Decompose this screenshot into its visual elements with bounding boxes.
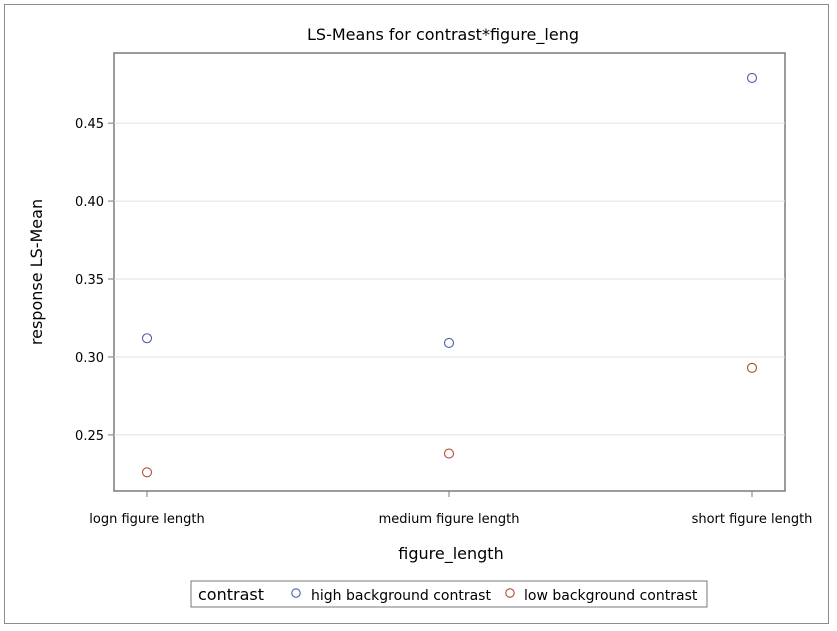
y-tick-label: 0.40 [75,195,104,210]
x-axis: logn figure length medium figure length sh… [89,491,812,527]
y-axis-label: response LS-Mean [27,199,46,345]
x-tick-label: short figure length [692,512,813,527]
x-axis-label: figure_length [398,544,503,564]
legend-label-high: high background contrast [311,588,491,604]
data-point-low [141,467,153,478]
y-axis: 0.25 0.30 0.35 0.40 0.45 [75,117,114,444]
legend: contrast high background contrast low ba… [190,580,708,608]
y-tick-label: 0.45 [75,117,104,132]
x-tick-label: medium figure length [379,512,520,527]
legend-box [190,580,708,608]
y-tick-label: 0.25 [75,429,104,444]
data-point-high [443,337,455,348]
chart-title: LS-Means for contrast*figure_leng [307,25,579,45]
data-point-high [141,333,153,344]
y-tick-label: 0.30 [75,351,104,366]
data-points [141,72,758,478]
grid-layer [114,122,785,436]
data-point-low [443,448,455,459]
plot-area [113,52,786,492]
y-tick-label: 0.35 [75,273,104,288]
x-tick-label: logn figure length [89,512,205,527]
legend-title: contrast [198,585,264,604]
data-point-high [746,72,758,83]
legend-label-low: low background contrast [524,588,698,604]
legend-marker-low [505,588,515,598]
data-point-low [746,362,758,373]
legend-marker-high [291,588,301,598]
